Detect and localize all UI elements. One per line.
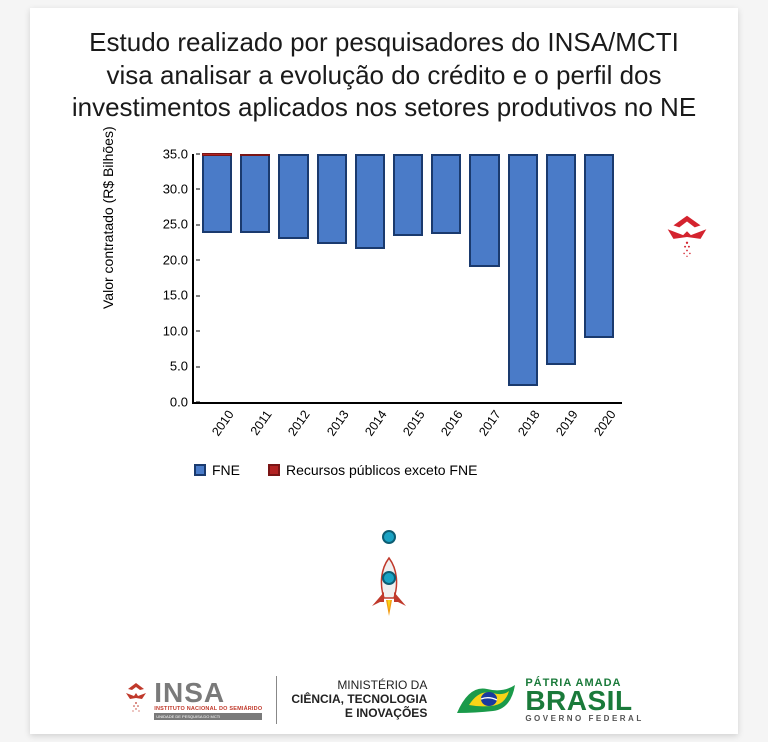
bar-slot: 2017 bbox=[469, 154, 499, 402]
plot-area: 2010 2011 2012 2013 2014 2015 2016 2017 2018 2019… bbox=[192, 154, 622, 404]
bar-fne bbox=[278, 154, 308, 239]
ministry-line2: CIÊNCIA, TECNOLOGIA bbox=[291, 693, 427, 707]
bar-slot: 2016 bbox=[431, 154, 461, 402]
legend-fne-label: FNE bbox=[212, 462, 240, 478]
bar-slot: 2011 bbox=[240, 154, 270, 402]
brasil-logo: PÁTRIA AMADA BRASIL GOVERNO FEDERAL bbox=[453, 678, 643, 723]
x-tick: 2015 bbox=[395, 404, 427, 438]
y-tick: 30.0 bbox=[163, 181, 194, 196]
headline-title: Estudo realizado por pesquisadores do IN… bbox=[30, 8, 738, 134]
bar-fne bbox=[355, 154, 385, 250]
flag-icon bbox=[453, 679, 517, 721]
y-tick: 15.0 bbox=[163, 288, 194, 303]
x-tick: 2010 bbox=[204, 404, 236, 438]
bar-fne bbox=[431, 154, 461, 234]
y-tick: 10.0 bbox=[163, 323, 194, 338]
x-tick: 2016 bbox=[434, 404, 466, 438]
x-tick: 2013 bbox=[319, 404, 351, 438]
y-axis-label: Valor contratado (R$ Bilhões) bbox=[100, 126, 116, 309]
gov-line: GOVERNO FEDERAL bbox=[525, 715, 643, 723]
x-tick: 2019 bbox=[548, 404, 580, 438]
brasil-line: BRASIL bbox=[525, 688, 643, 715]
divider bbox=[276, 676, 277, 724]
x-tick: 2014 bbox=[357, 404, 389, 438]
insa-line2: UNIDADE DE PESQUISA DO MCTI bbox=[154, 713, 262, 720]
bar-fne bbox=[317, 154, 347, 245]
y-tick: 25.0 bbox=[163, 217, 194, 232]
bar-fne bbox=[584, 154, 614, 338]
bar-fne bbox=[469, 154, 499, 267]
y-tick: 5.0 bbox=[170, 359, 194, 374]
ministry-line3: E INOVAÇÕES bbox=[291, 707, 427, 721]
swatch-fne bbox=[194, 464, 206, 476]
bird-icon bbox=[658, 208, 716, 266]
bar-slot: 2013 bbox=[317, 154, 347, 402]
bar-chart: Valor contratado (R$ Bilhões) 2010201120… bbox=[114, 144, 654, 474]
ministry-logo: MINISTÉRIO DA CIÊNCIA, TECNOLOGIA E INOV… bbox=[291, 679, 427, 720]
bar-slot: 2018 bbox=[508, 154, 538, 402]
legend: FNE Recursos públicos exceto FNE bbox=[194, 462, 477, 478]
bar-slot: 2020 bbox=[584, 154, 614, 402]
bar-recursos bbox=[202, 153, 232, 156]
y-tick: 0.0 bbox=[170, 394, 194, 409]
bar-slot: 2015 bbox=[393, 154, 423, 402]
x-tick: 2011 bbox=[243, 404, 275, 437]
x-tick: 2012 bbox=[281, 404, 313, 438]
bar-slot: 2010 bbox=[202, 154, 232, 402]
bar-fne bbox=[546, 154, 576, 365]
legend-recursos-label: Recursos públicos exceto FNE bbox=[286, 462, 477, 478]
rocket-dot-icon bbox=[382, 530, 396, 544]
insa-name: INSA bbox=[154, 680, 262, 705]
x-tick: 2020 bbox=[586, 404, 618, 438]
bar-fne bbox=[202, 154, 232, 233]
insa-line1: INSTITUTO NACIONAL DO SEMIÁRIDO bbox=[154, 706, 262, 712]
bar-fne bbox=[393, 154, 423, 236]
swatch-recursos bbox=[268, 464, 280, 476]
bar-slot: 2012 bbox=[278, 154, 308, 402]
infographic-card: Estudo realizado por pesquisadores do IN… bbox=[30, 8, 738, 734]
y-tick: 20.0 bbox=[163, 252, 194, 267]
insa-logo: INSA INSTITUTO NACIONAL DO SEMIÁRIDO UNI… bbox=[124, 680, 262, 719]
bar-slot: 2014 bbox=[355, 154, 385, 402]
legend-recursos: Recursos públicos exceto FNE bbox=[268, 462, 477, 478]
bar-fne bbox=[508, 154, 538, 386]
legend-fne: FNE bbox=[194, 462, 240, 478]
x-tick: 2017 bbox=[472, 404, 504, 438]
x-tick: 2018 bbox=[510, 404, 542, 438]
bar-fne bbox=[240, 154, 270, 233]
footer: INSA INSTITUTO NACIONAL DO SEMIÁRIDO UNI… bbox=[30, 676, 738, 724]
bar-slot: 2019 bbox=[546, 154, 576, 402]
bar-recursos bbox=[240, 154, 270, 156]
y-tick: 35.0 bbox=[163, 146, 194, 161]
rocket-icon bbox=[360, 552, 418, 622]
insa-mark-icon bbox=[124, 681, 148, 719]
bars-container: 2010 2011 2012 2013 2014 2015 2016 2017 2018 2019… bbox=[194, 154, 622, 402]
